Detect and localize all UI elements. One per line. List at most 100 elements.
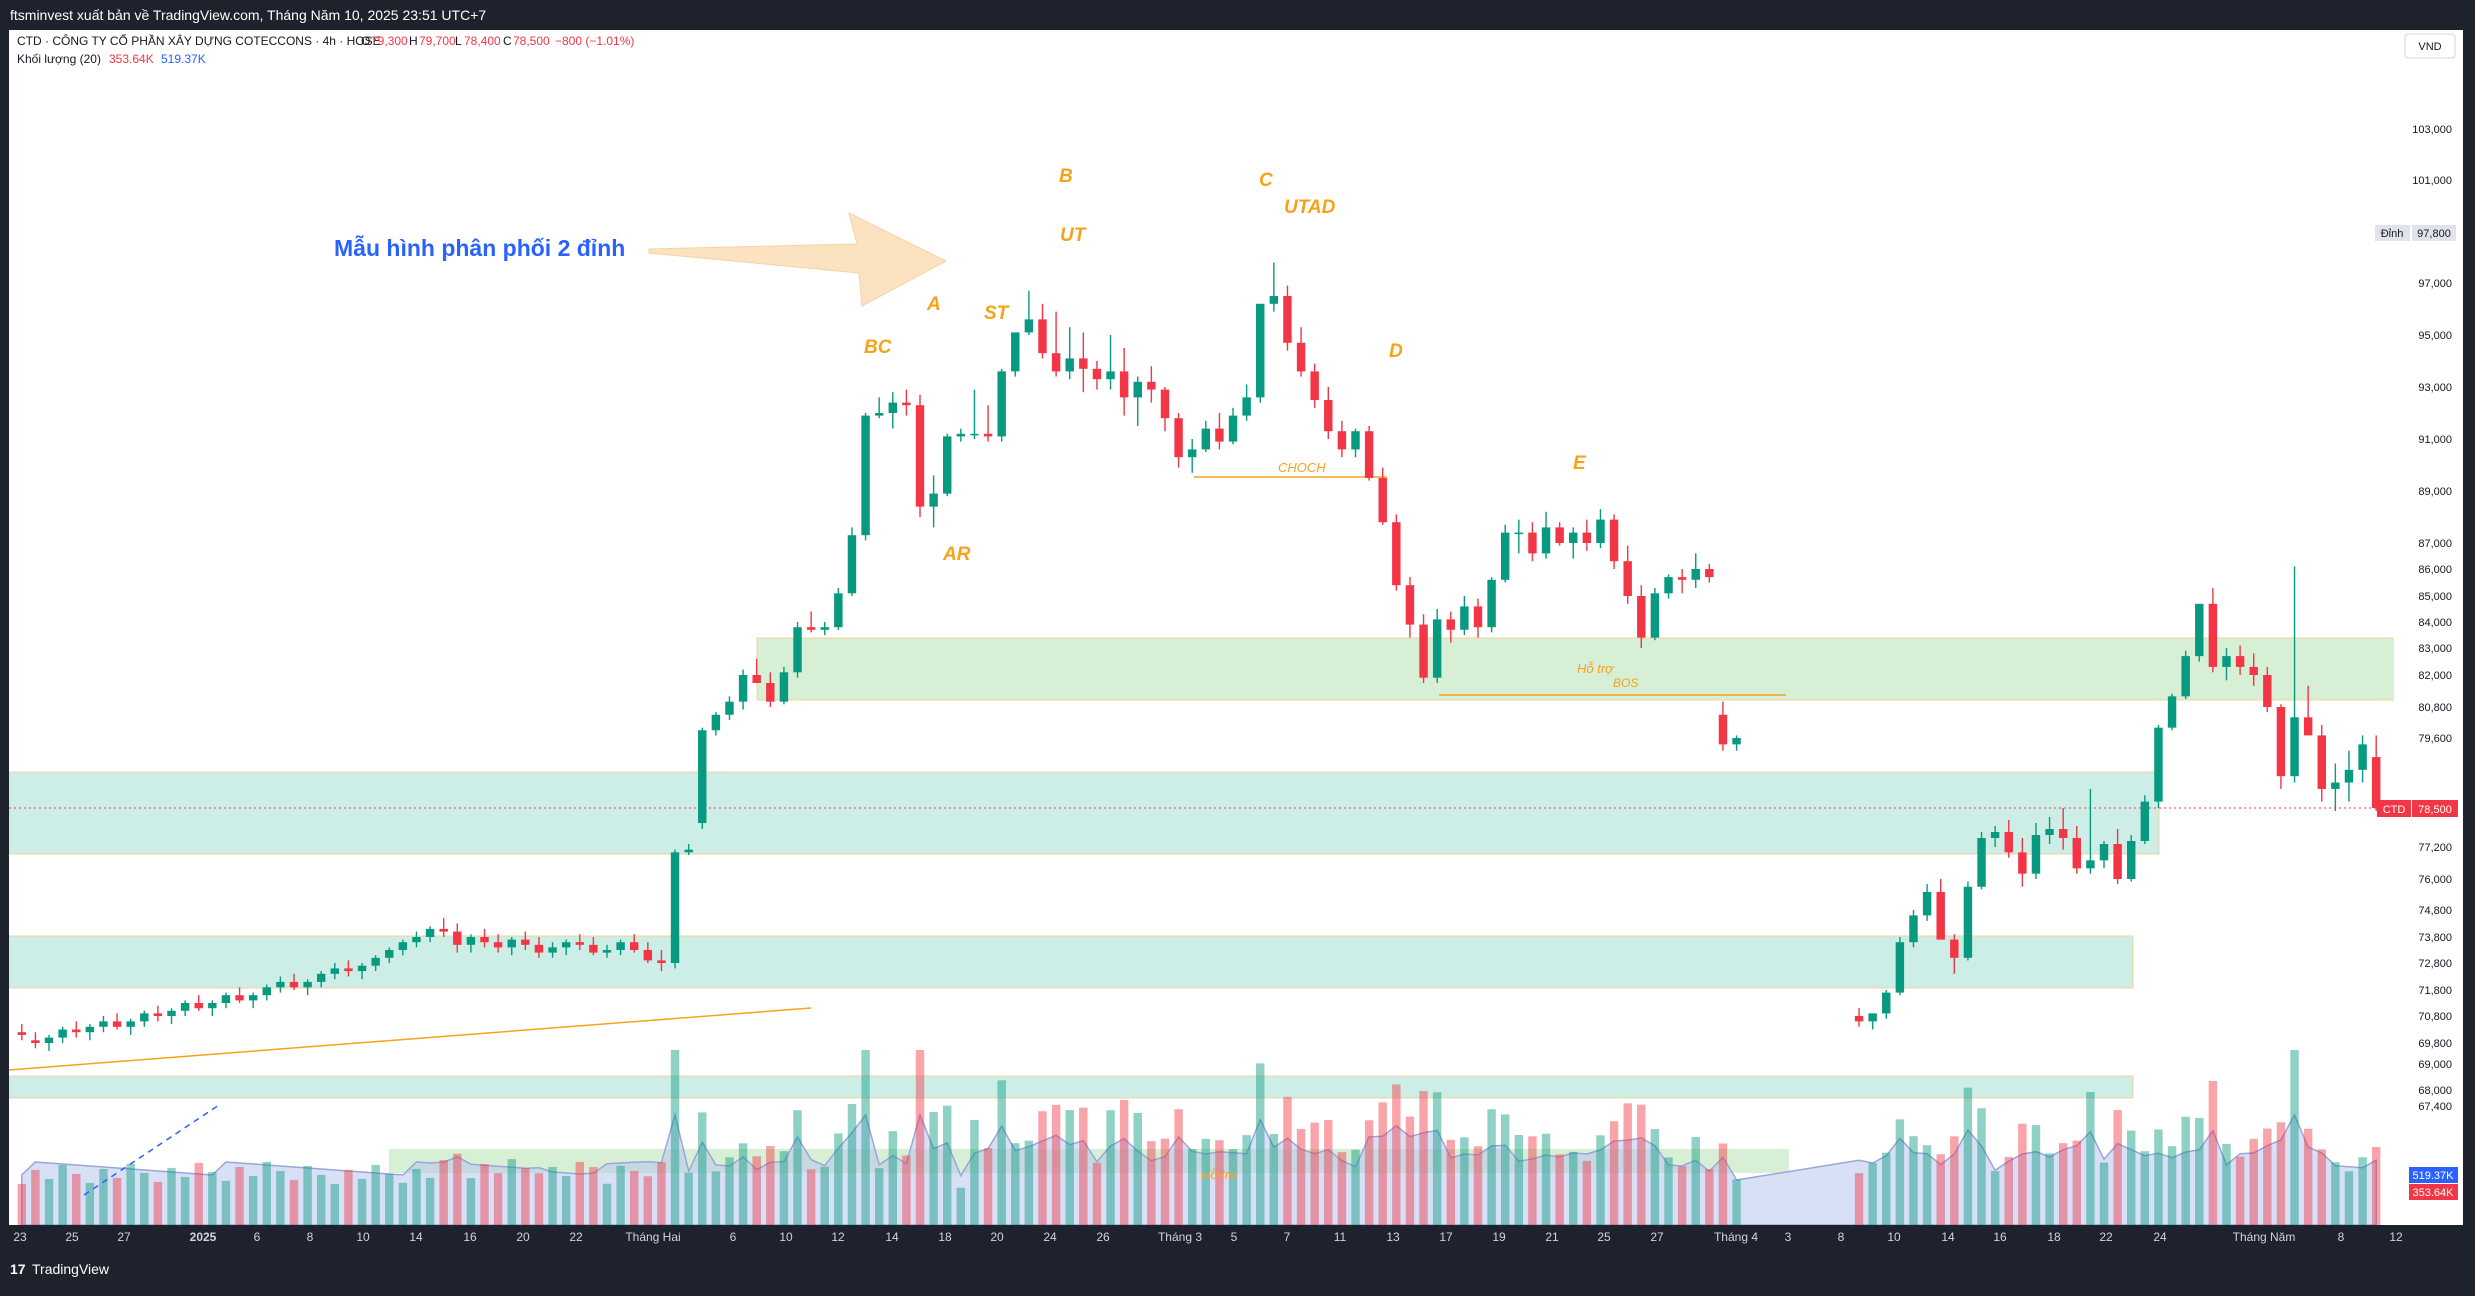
candle[interactable] [1256,303,1265,403]
candle[interactable] [847,527,857,596]
candle[interactable] [289,973,299,990]
candle[interactable] [371,955,380,972]
candle[interactable] [1555,522,1564,546]
candle[interactable] [861,413,870,541]
candle[interactable] [602,944,612,958]
candle[interactable] [180,1000,190,1016]
chart-panel[interactable]: Mẫu hình phân phối 2 đỉnh A B BC ST UT AR C UTA… [8,30,2463,1226]
candle[interactable] [99,1016,108,1033]
candle[interactable] [303,979,312,996]
candle[interactable] [793,622,802,678]
candle[interactable] [752,658,761,683]
candle[interactable] [616,939,625,956]
candle[interactable] [1405,577,1415,638]
candle[interactable] [1868,1013,1877,1030]
candle[interactable] [1596,509,1605,549]
candle[interactable] [834,587,843,630]
candle[interactable] [1419,614,1428,683]
candle[interactable] [31,1032,40,1049]
candle[interactable] [1650,587,1660,641]
candle[interactable] [221,992,231,1009]
candle[interactable] [1228,407,1238,445]
candle[interactable] [970,389,979,439]
candle[interactable] [1038,303,1047,359]
candle[interactable] [698,727,707,829]
candle[interactable] [1854,1008,1864,1027]
candle[interactable] [670,849,680,969]
candle[interactable] [72,1021,81,1038]
candle[interactable] [1296,327,1306,377]
candle[interactable] [1473,598,1483,638]
volume-title[interactable]: Khối lượng (20) [17,52,101,66]
candle[interactable] [235,987,244,1003]
candle[interactable] [1119,348,1129,416]
candle[interactable] [1174,413,1183,468]
candle[interactable] [2222,648,2231,681]
candle[interactable] [1351,428,1360,458]
candle[interactable] [1882,990,1891,1019]
candle[interactable] [1201,420,1211,452]
candle[interactable] [725,696,734,720]
candle[interactable] [344,960,353,977]
candle[interactable] [766,672,775,707]
chart-legend[interactable]: CTD · CÔNG TY CỔ PHẦN XÂY DỰNG COTECCONS… [17,33,634,66]
candle[interactable] [2099,841,2109,869]
candle[interactable] [1609,514,1619,569]
candle[interactable] [1011,332,1020,377]
candle[interactable] [1936,879,1945,940]
candle[interactable] [1990,826,2000,847]
candle[interactable] [2371,735,2381,811]
candle[interactable] [956,428,966,442]
candle[interactable] [2331,763,2340,811]
candle[interactable] [1147,366,1156,403]
candle[interactable] [1569,527,1578,559]
candle[interactable] [1215,413,1224,450]
candle[interactable] [493,934,503,953]
candle[interactable] [1065,327,1074,380]
candle[interactable] [575,934,585,950]
candle[interactable] [2113,829,2122,885]
candle[interactable] [1432,609,1442,683]
candle[interactable] [997,368,1006,442]
candle[interactable] [1582,519,1592,551]
candle[interactable] [2249,653,2258,686]
candle[interactable] [194,995,203,1011]
candle[interactable] [589,937,598,956]
candle[interactable] [1922,884,1932,921]
candle[interactable] [2045,817,2054,844]
candle[interactable] [276,976,285,993]
candle[interactable] [711,712,721,736]
candlestick-chart[interactable]: Mẫu hình phân phối 2 đỉnh A B BC ST UT AR C UTA… [8,30,2463,1226]
candle[interactable] [915,394,925,517]
candle[interactable] [2154,725,2163,808]
candle[interactable] [1528,522,1537,562]
candle[interactable] [1133,376,1142,426]
candle[interactable] [1705,563,1714,583]
candle[interactable] [888,392,898,429]
candle[interactable] [1732,735,1741,751]
candle[interactable] [561,939,571,956]
candle[interactable] [820,622,829,635]
candle[interactable] [1324,387,1333,439]
candle[interactable] [1977,832,1986,890]
candle[interactable] [2167,693,2177,731]
candle[interactable] [1541,511,1551,559]
candle[interactable] [534,937,544,958]
candle[interactable] [1460,596,1469,635]
candle[interactable] [643,942,653,963]
candle[interactable] [1051,311,1061,377]
candle[interactable] [779,666,789,705]
candle[interactable] [1079,332,1088,393]
candle[interactable] [262,984,271,1001]
candle[interactable] [385,947,394,963]
candle[interactable] [1500,524,1510,583]
candle[interactable] [466,934,476,953]
candle[interactable] [2263,666,2272,713]
candle[interactable] [153,1005,163,1022]
candle[interactable] [2127,835,2136,882]
symbol-title[interactable]: CTD · CÔNG TY CỔ PHẦN XÂY DỰNG COTECCONS… [17,33,381,48]
candle[interactable] [2317,725,2326,802]
candle[interactable] [17,1024,27,1041]
candle[interactable] [657,950,666,972]
candle[interactable] [1446,611,1455,643]
